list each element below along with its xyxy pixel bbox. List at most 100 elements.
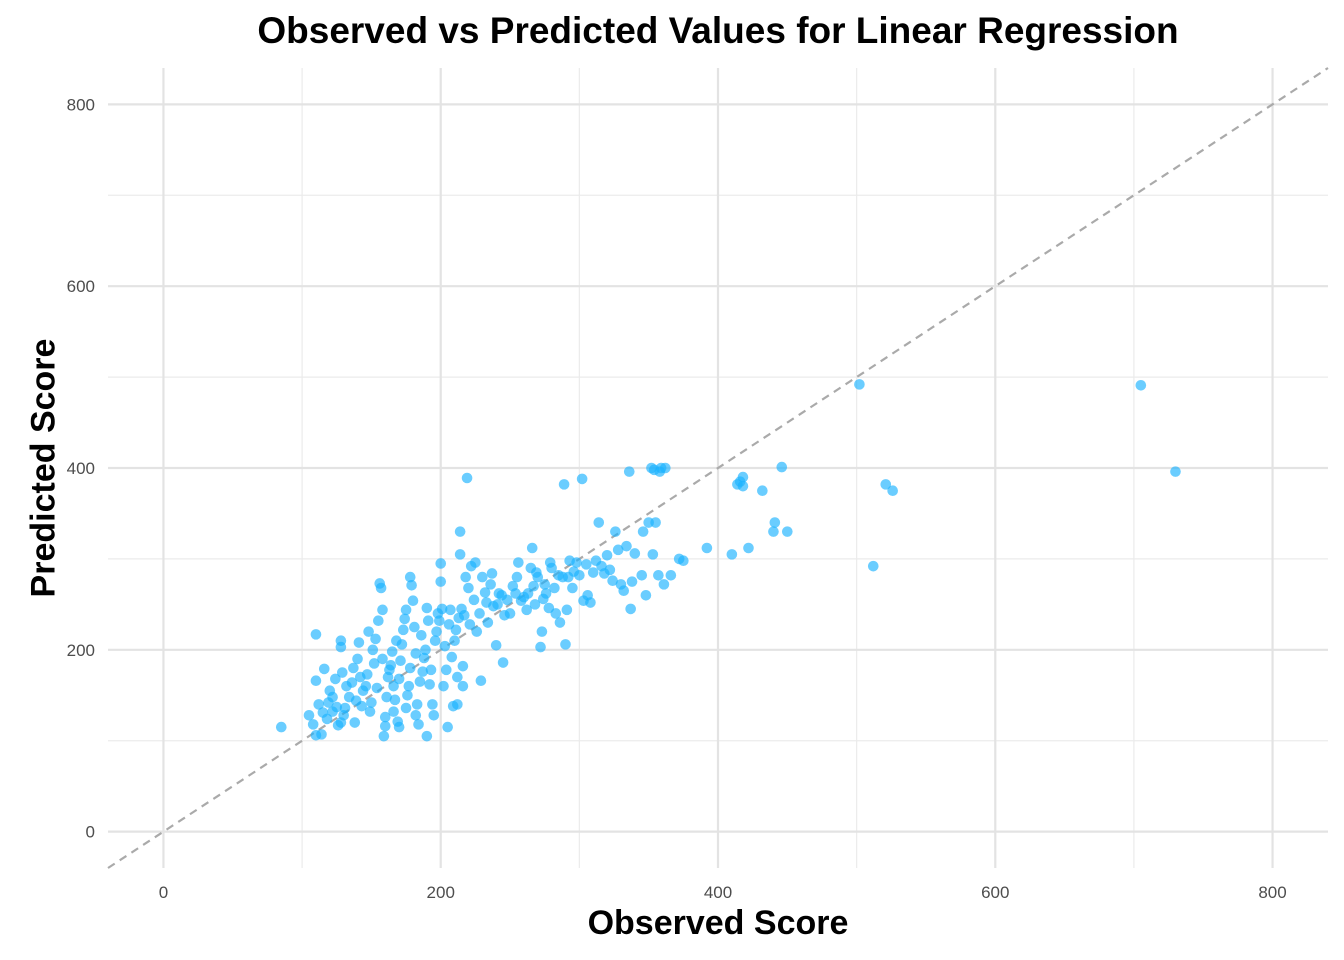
data-point bbox=[782, 526, 793, 537]
data-point bbox=[546, 562, 557, 574]
data-point bbox=[535, 641, 546, 653]
data-point bbox=[604, 564, 616, 576]
data-point bbox=[414, 676, 426, 687]
data-point bbox=[399, 613, 410, 625]
data-point bbox=[442, 721, 453, 733]
data-point bbox=[539, 579, 551, 590]
data-point bbox=[435, 558, 447, 569]
data-point bbox=[726, 549, 738, 560]
data-point bbox=[409, 621, 420, 633]
x-tick-label: 800 bbox=[1258, 883, 1286, 902]
y-tick-label: 600 bbox=[67, 277, 95, 296]
data-point bbox=[331, 701, 343, 713]
data-point bbox=[640, 589, 652, 601]
data-point bbox=[574, 569, 585, 581]
data-point bbox=[310, 675, 322, 687]
data-point bbox=[529, 599, 541, 610]
data-point bbox=[522, 588, 534, 599]
data-point bbox=[560, 639, 571, 650]
data-point bbox=[371, 682, 383, 694]
data-point bbox=[492, 599, 503, 610]
data-point bbox=[361, 669, 373, 680]
data-point bbox=[567, 582, 578, 594]
data-point bbox=[479, 587, 491, 598]
data-point bbox=[378, 730, 390, 742]
x-axis-tick-labels: 0 200 400 600 800 bbox=[159, 883, 1287, 902]
data-point bbox=[623, 466, 635, 477]
data-point bbox=[647, 549, 659, 560]
data-point bbox=[379, 720, 391, 732]
data-point bbox=[348, 662, 359, 674]
data-point bbox=[470, 557, 481, 568]
data-point bbox=[393, 721, 405, 733]
data-point bbox=[463, 582, 474, 594]
y-axis-tick-labels: 0 200 400 600 800 bbox=[67, 95, 95, 841]
data-point bbox=[440, 664, 452, 676]
data-point bbox=[422, 615, 434, 627]
data-point bbox=[625, 603, 636, 615]
data-point bbox=[528, 580, 539, 592]
data-point bbox=[768, 526, 779, 537]
data-point bbox=[368, 658, 380, 669]
data-point bbox=[536, 626, 548, 637]
data-point bbox=[526, 542, 538, 554]
data-point bbox=[303, 709, 315, 721]
data-point bbox=[621, 540, 632, 552]
x-tick-label: 0 bbox=[159, 883, 168, 902]
data-point bbox=[411, 699, 423, 710]
data-point bbox=[554, 617, 566, 628]
data-point bbox=[460, 571, 471, 583]
data-point bbox=[352, 653, 363, 665]
data-point bbox=[316, 729, 327, 740]
x-tick-label: 600 bbox=[981, 883, 1009, 902]
data-point bbox=[550, 608, 562, 619]
data-point bbox=[629, 548, 641, 559]
data-point bbox=[327, 691, 338, 703]
x-tick-label: 400 bbox=[704, 883, 732, 902]
data-point bbox=[416, 629, 427, 641]
data-point bbox=[510, 588, 521, 599]
data-point bbox=[880, 479, 892, 490]
data-point bbox=[571, 557, 582, 568]
data-point bbox=[424, 679, 435, 690]
data-point bbox=[373, 615, 384, 627]
data-point bbox=[737, 480, 749, 492]
data-point bbox=[346, 677, 358, 688]
data-point bbox=[393, 673, 405, 685]
data-point bbox=[410, 709, 422, 721]
data-point bbox=[485, 579, 496, 590]
data-point bbox=[425, 664, 437, 676]
data-point bbox=[386, 646, 398, 657]
data-point bbox=[504, 608, 516, 619]
data-point bbox=[407, 595, 419, 607]
data-point bbox=[471, 626, 483, 637]
data-point bbox=[445, 604, 456, 616]
data-point bbox=[637, 526, 649, 537]
data-point bbox=[660, 462, 671, 474]
data-point bbox=[379, 711, 391, 723]
data-point bbox=[477, 571, 488, 583]
data-point bbox=[737, 471, 749, 483]
data-point bbox=[561, 604, 573, 616]
data-point bbox=[501, 594, 513, 606]
data-point bbox=[610, 526, 621, 537]
data-point bbox=[377, 653, 388, 665]
data-point bbox=[540, 588, 552, 599]
chart-title: Observed vs Predicted Values for Linear … bbox=[257, 10, 1179, 51]
data-point bbox=[461, 472, 473, 484]
data-point bbox=[678, 555, 689, 567]
data-point bbox=[307, 719, 319, 730]
data-point bbox=[650, 517, 661, 528]
y-tick-label: 0 bbox=[86, 823, 95, 842]
data-point bbox=[404, 571, 416, 583]
y-axis-label: Predicted Score bbox=[24, 338, 63, 598]
data-point bbox=[363, 626, 374, 637]
data-point bbox=[701, 542, 713, 554]
data-point bbox=[397, 624, 409, 636]
data-point bbox=[418, 652, 430, 664]
data-point bbox=[665, 569, 677, 581]
data-point bbox=[366, 697, 377, 708]
data-point bbox=[367, 644, 379, 656]
data-point bbox=[318, 663, 330, 675]
